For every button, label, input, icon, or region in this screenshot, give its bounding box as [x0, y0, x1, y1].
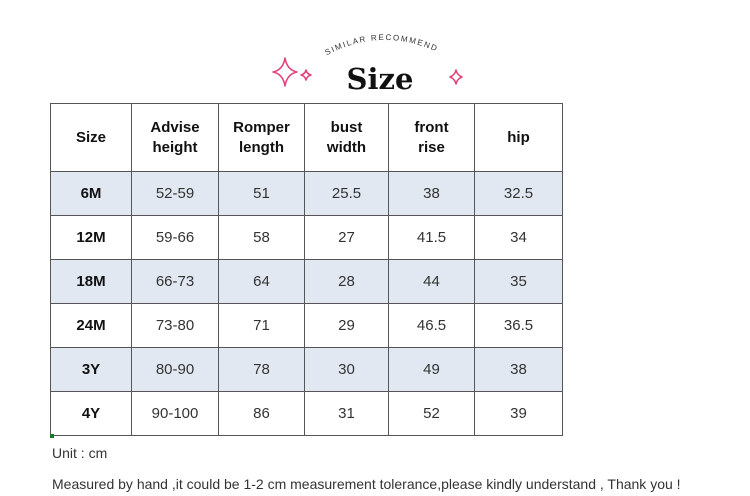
cell-romper: 86 — [218, 391, 305, 436]
cell-size: 18M — [50, 259, 132, 304]
sparkle-small-icon — [300, 69, 312, 81]
cell-romper: 78 — [218, 347, 305, 392]
cell-height: 66-73 — [131, 259, 219, 304]
cell-hip: 38 — [474, 347, 563, 392]
header-bust-width: bust width — [304, 103, 389, 172]
cell-height: 90-100 — [131, 391, 219, 436]
cell-rise: 49 — [388, 347, 475, 392]
measurement-note: Measured by hand ,it could be 1-2 cm mea… — [52, 476, 681, 492]
cell-size: 3Y — [50, 347, 132, 392]
sparkle-large-icon — [272, 57, 298, 87]
cell-size: 12M — [50, 215, 132, 260]
header-advise-height: Advise height — [131, 103, 219, 172]
table-row: 6M 52-59 51 25.5 38 32.5 — [50, 171, 563, 216]
cell-rise: 38 — [388, 171, 475, 216]
corner-mark — [50, 434, 54, 438]
cell-rise: 46.5 — [388, 303, 475, 348]
cell-bust: 29 — [304, 303, 389, 348]
cell-height: 59-66 — [131, 215, 219, 260]
cell-romper: 71 — [218, 303, 305, 348]
unit-label: Unit : cm — [52, 445, 108, 461]
cell-bust: 30 — [304, 347, 389, 392]
size-chart-table: Size Advise height Romper length bust width… — [50, 103, 563, 436]
sparkle-decoration — [272, 57, 463, 87]
table-row: 12M 59-66 58 27 41.5 34 — [50, 215, 563, 260]
cell-bust: 27 — [304, 215, 389, 260]
cell-bust: 31 — [304, 391, 389, 436]
cell-size: 24M — [50, 303, 132, 348]
cell-hip: 34 — [474, 215, 563, 260]
cell-hip: 32.5 — [474, 171, 563, 216]
cell-romper: 58 — [218, 215, 305, 260]
cell-height: 73-80 — [131, 303, 219, 348]
table-row: 3Y 80-90 78 30 49 38 — [50, 347, 563, 392]
cell-bust: 25.5 — [304, 171, 389, 216]
header-row: Size Advise height Romper length bust width… — [50, 103, 563, 172]
table-row: 24M 73-80 71 29 46.5 36.5 — [50, 303, 563, 348]
header-hip: hip — [474, 103, 563, 172]
cell-height: 52-59 — [131, 171, 219, 216]
cell-rise: 52 — [388, 391, 475, 436]
cell-size: 6M — [50, 171, 132, 216]
cell-hip: 39 — [474, 391, 563, 436]
table-row: 18M 66-73 64 28 44 35 — [50, 259, 563, 304]
cell-height: 80-90 — [131, 347, 219, 392]
cell-bust: 28 — [304, 259, 389, 304]
cell-hip: 36.5 — [474, 303, 563, 348]
cell-size: 4Y — [50, 391, 132, 436]
table-row: 4Y 90-100 86 31 52 39 — [50, 391, 563, 436]
cell-romper: 64 — [218, 259, 305, 304]
header-front-rise: front rise — [388, 103, 475, 172]
cell-rise: 44 — [388, 259, 475, 304]
cell-rise: 41.5 — [388, 215, 475, 260]
page-title: Size — [346, 62, 414, 96]
sparkle-right-icon — [449, 69, 463, 85]
cell-romper: 51 — [218, 171, 305, 216]
header-size: Size — [50, 103, 132, 172]
similar-recommend-arc: SIMILAR RECOMMEND — [324, 33, 439, 57]
cell-hip: 35 — [474, 259, 563, 304]
header-romper-length: Romper length — [218, 103, 305, 172]
